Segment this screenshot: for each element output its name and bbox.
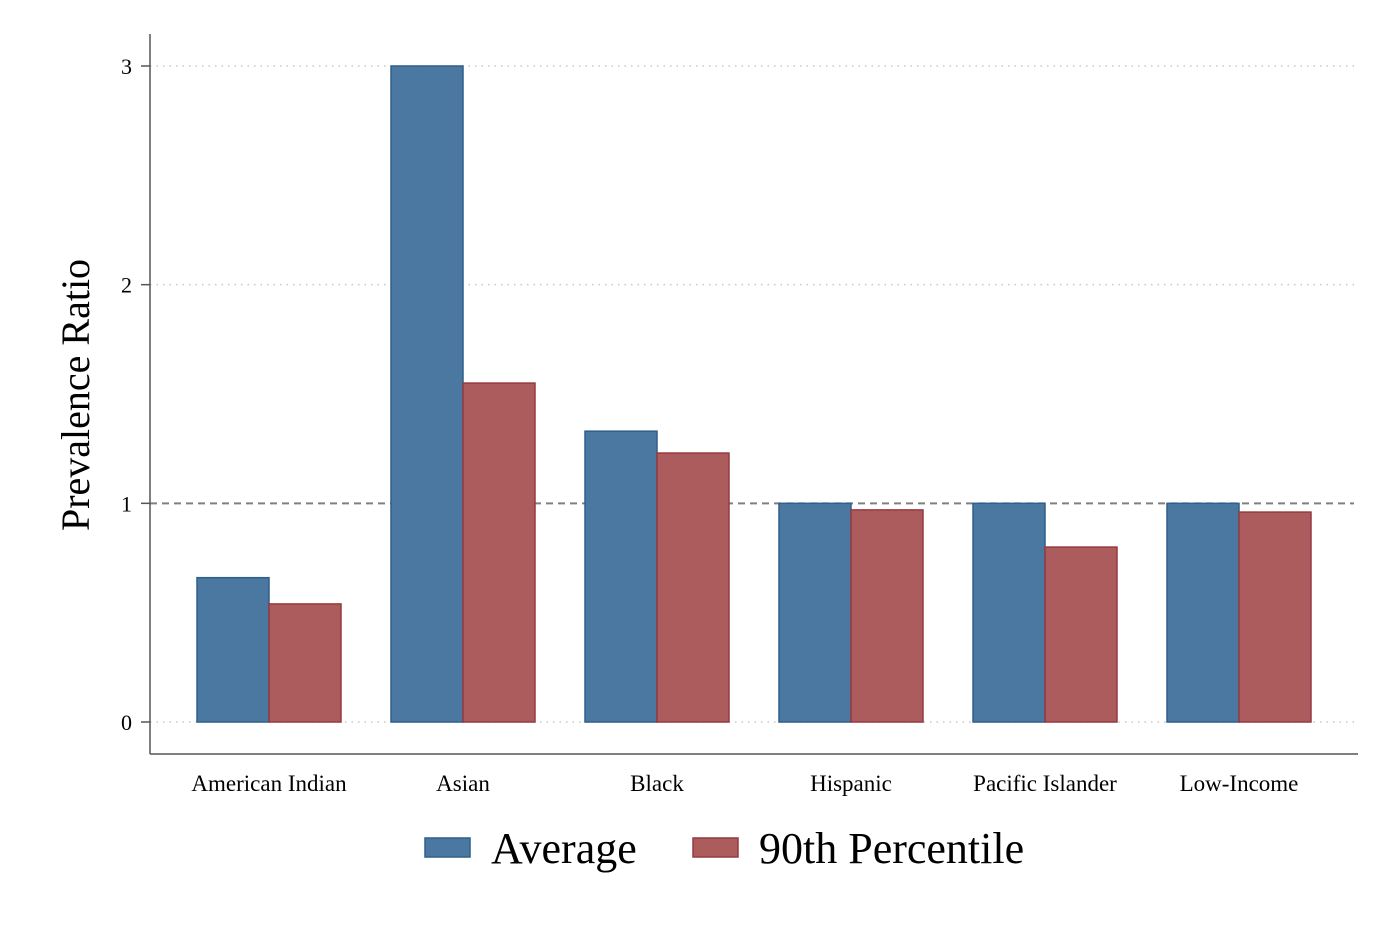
y-axis-title: Prevalence Ratio: [53, 259, 98, 531]
legend: Average 90th Percentile: [424, 824, 1024, 873]
bar-pacific-islander-90th-percentile: [1044, 546, 1118, 723]
bar-hispanic-average: [778, 502, 852, 723]
bar-black-90th-percentile: [656, 452, 730, 723]
bar-hispanic-90th-percentile: [850, 509, 924, 723]
x-category-label: Low-Income: [1180, 771, 1299, 796]
axes: [149, 34, 1358, 755]
legend-label-90th-percentile: 90th Percentile: [759, 824, 1024, 873]
bar-black-average: [584, 430, 658, 723]
bar-american-indian-90th-percentile: [268, 603, 342, 723]
y-tick-label: 1: [121, 491, 132, 516]
x-category-labels: American Indian Asian Black Hispanic Pacific…: [191, 771, 1298, 796]
bar-asian-90th-percentile: [462, 382, 536, 723]
bar-low-income-average: [1166, 502, 1240, 723]
legend-label-average: Average: [491, 824, 637, 873]
y-ticks: 0 1 2 3: [121, 54, 150, 735]
bar-american-indian-average: [196, 576, 270, 723]
x-category-label: Pacific Islander: [973, 771, 1117, 796]
y-tick-label: 0: [121, 710, 132, 735]
bar-asian-average: [390, 65, 464, 723]
x-category-label: Hispanic: [810, 771, 892, 796]
x-category-label: Black: [630, 771, 684, 796]
x-category-label: Asian: [436, 771, 490, 796]
bar-pacific-islander-average: [972, 502, 1046, 723]
bars: [196, 65, 1312, 723]
x-category-label: American Indian: [191, 771, 347, 796]
legend-swatch-90th-percentile: [692, 837, 739, 858]
y-tick-label: 3: [121, 54, 132, 79]
y-tick-label: 2: [121, 273, 132, 298]
bar-low-income-90th-percentile: [1238, 511, 1312, 723]
legend-swatch-average: [424, 837, 471, 858]
